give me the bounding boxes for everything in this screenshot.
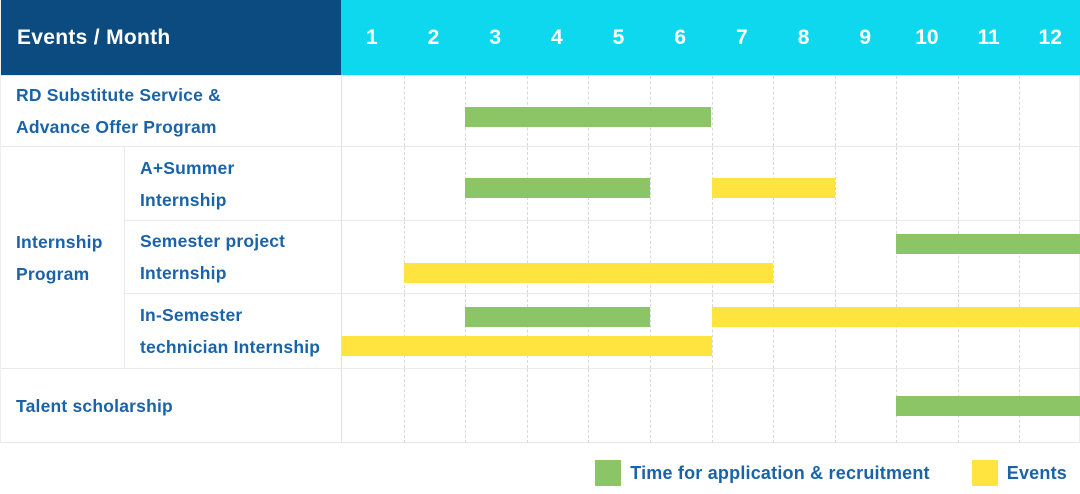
row-label-rd-substitute: RD Substitute Service & Advance Offer Pr… xyxy=(1,75,341,146)
month-gridline xyxy=(896,221,898,293)
month-gridline xyxy=(588,369,590,443)
timeline-row-in-semester-technician xyxy=(341,293,1080,368)
month-header-2: 2 xyxy=(427,25,440,49)
month-header-6: 6 xyxy=(674,25,687,49)
month-gridline xyxy=(403,221,405,293)
month-gridline xyxy=(957,147,959,220)
legend-item-events: Events xyxy=(971,460,1067,486)
row-label-line: In-Semester xyxy=(140,305,243,325)
month-gridline xyxy=(403,147,405,220)
month-gridline xyxy=(834,369,836,443)
month-gridline xyxy=(403,369,405,443)
row-label-a-plus-summer-internship: A+Summer Internship xyxy=(125,146,341,220)
month-gridline xyxy=(896,147,898,220)
month-gridline xyxy=(1019,76,1021,146)
row-label-line: Internship xyxy=(140,263,227,283)
application-bar xyxy=(465,307,650,327)
month-gridline xyxy=(465,294,467,368)
row-label-in-semester-technician-internship: In-Semester technician Internship xyxy=(125,293,341,368)
month-header-5: 5 xyxy=(612,25,625,49)
schedule-table: Events / Month 1 2 3 4 5 6 7 8 9 10 11 1… xyxy=(0,0,1080,443)
month-header-4: 4 xyxy=(551,25,563,49)
event-bar xyxy=(342,336,712,356)
timeline-row-talent-scholarship xyxy=(341,368,1080,443)
row-label-talent-scholarship: Talent scholarship xyxy=(1,368,341,443)
month-gridline xyxy=(896,76,898,146)
month-gridline xyxy=(403,294,405,368)
month-gridline xyxy=(649,147,651,220)
row-label-line: technician Internship xyxy=(140,337,321,357)
events-month-header-label: Events / Month xyxy=(17,25,171,49)
month-gridline xyxy=(711,294,713,368)
month-header-7: 7 xyxy=(736,25,748,49)
month-gridline xyxy=(526,221,528,293)
month-gridline xyxy=(649,369,651,443)
group-label-line: Internship xyxy=(16,231,103,252)
group-label-internship-program: Internship Program xyxy=(1,146,125,368)
application-bar xyxy=(896,234,1080,254)
event-bar xyxy=(403,263,774,283)
month-gridline xyxy=(526,294,528,368)
month-gridline xyxy=(588,294,590,368)
month-gridline xyxy=(834,76,836,146)
month-gridline xyxy=(834,294,836,368)
legend-item-application: Time for application & recruitment xyxy=(595,460,930,486)
month-gridline xyxy=(465,221,467,293)
row-label-semester-project-internship: Semester project Internship xyxy=(125,220,341,293)
month-gridline xyxy=(957,76,959,146)
events-month-header: Events / Month xyxy=(1,0,341,75)
month-gridline xyxy=(957,294,959,368)
row-label-line: A+Summer xyxy=(140,157,235,178)
month-gridline xyxy=(773,76,775,146)
month-gridline xyxy=(649,221,651,293)
events-swatch-icon xyxy=(971,460,998,486)
month-gridline xyxy=(588,221,590,293)
event-bar xyxy=(711,307,1080,327)
month-header-1: 1 xyxy=(365,25,378,49)
month-header-10: 10 xyxy=(915,25,939,49)
month-header-row: 1 2 3 4 5 6 7 8 9 10 11 12 xyxy=(341,0,1080,75)
event-bar xyxy=(711,178,835,198)
month-gridline xyxy=(465,369,467,443)
timeline-row-semester-project xyxy=(341,220,1080,293)
month-gridline xyxy=(773,294,775,368)
row-label-line: Talent scholarship xyxy=(16,396,173,416)
legend: Time for application & recruitment Event… xyxy=(595,458,1067,488)
month-gridline xyxy=(896,294,898,368)
row-label-line: RD Substitute Service & xyxy=(16,85,221,105)
month-gridline xyxy=(957,221,959,293)
timeline-row-rd-substitute xyxy=(341,75,1080,146)
month-header-11: 11 xyxy=(977,25,1000,49)
application-bar xyxy=(465,178,650,198)
row-label-line: Internship xyxy=(140,189,227,210)
month-header-3: 3 xyxy=(489,25,502,49)
month-header-12: 12 xyxy=(1038,25,1062,49)
month-gridline xyxy=(403,76,405,146)
timeline-row-a-plus-summer xyxy=(341,146,1080,220)
month-gridline xyxy=(834,147,836,220)
month-gridline xyxy=(1019,221,1021,293)
month-header-8: 8 xyxy=(797,25,810,49)
month-gridline xyxy=(1019,294,1021,368)
month-gridline xyxy=(834,221,836,293)
legend-application-label: Time for application & recruitment xyxy=(630,462,930,483)
application-swatch-icon xyxy=(595,460,622,486)
month-gridline xyxy=(711,369,713,443)
application-bar xyxy=(896,396,1080,416)
month-gridline xyxy=(649,294,651,368)
month-gridline xyxy=(711,221,713,293)
row-label-line: Semester project xyxy=(140,231,286,251)
group-label-line: Program xyxy=(16,263,90,284)
month-header-9: 9 xyxy=(859,25,872,49)
month-gridline xyxy=(526,369,528,443)
legend-events-label: Events xyxy=(1006,462,1067,483)
application-bar xyxy=(465,107,712,127)
row-label-line: Advance Offer Program xyxy=(16,117,217,137)
month-gridline xyxy=(1019,147,1021,220)
month-gridline xyxy=(773,221,775,293)
month-gridline xyxy=(773,369,775,443)
month-gridline xyxy=(711,76,713,146)
